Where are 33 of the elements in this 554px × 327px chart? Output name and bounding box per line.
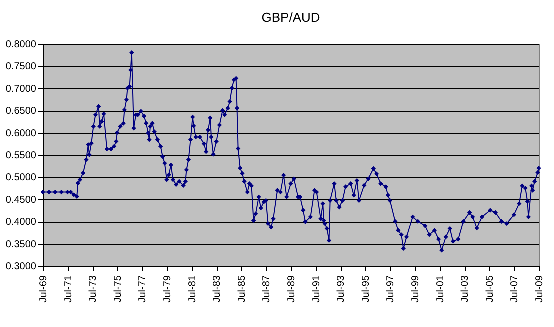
x-tick-label: Jul-93 [336, 275, 348, 303]
x-tick-label: Jul-71 [63, 275, 74, 303]
x-tick-label: Jul-69 [38, 275, 50, 303]
x-tick-label: Jul-83 [212, 275, 224, 303]
x-tick-label: Jul-99 [410, 275, 422, 303]
y-tick-label: 0.4500 [6, 194, 37, 206]
y-tick-label: 0.5500 [6, 150, 37, 162]
y-tick-label: 0.3000 [6, 262, 37, 272]
chart-title: GBP/AUD [262, 10, 320, 25]
x-tick-label: Jul-75 [112, 275, 124, 303]
x-tick-label: Jul-91 [311, 275, 322, 303]
x-tick-label: Jul-77 [138, 275, 149, 303]
x-tick-label: Jul-95 [360, 275, 372, 303]
x-tick-label: Jul-81 [187, 275, 198, 303]
x-tick-label: Jul-09 [534, 275, 546, 303]
x-tick-label: Jul-97 [386, 275, 397, 303]
y-tick-label: 0.5000 [6, 172, 37, 184]
y-tick-label: 0.6500 [6, 106, 37, 118]
x-tick-label: Jul-07 [510, 275, 521, 303]
y-tick-label: 0.3500 [6, 239, 37, 250]
x-tick-label: Jul-01 [435, 275, 446, 303]
x-tick-label: Jul-87 [262, 275, 273, 303]
y-tick-label: 0.6000 [6, 128, 37, 140]
x-tick-label: Jul-85 [236, 275, 248, 303]
y-tick-label: 0.8000 [6, 40, 37, 50]
y-tick-label: 0.7500 [6, 62, 37, 73]
x-tick-label: Jul-03 [460, 275, 472, 303]
x-tick-label: Jul-89 [286, 275, 298, 303]
y-tick-label: 0.7000 [6, 84, 37, 95]
x-tick-label: Jul-79 [162, 275, 174, 303]
y-tick-label: 0.4000 [6, 217, 37, 228]
x-tick-label: Jul-05 [484, 275, 496, 303]
x-tick-label: Jul-73 [88, 275, 100, 303]
